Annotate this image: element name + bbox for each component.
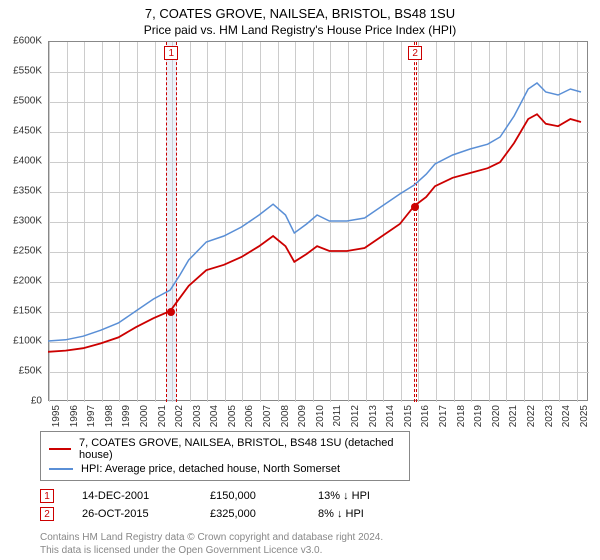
y-axis-label: £100K	[13, 336, 42, 347]
x-axis-label: 2001	[157, 405, 168, 427]
legend-series-row: HPI: Average price, detached house, Nort…	[49, 462, 401, 476]
x-axis-label: 2003	[192, 405, 203, 427]
legend-label: 7, COATES GROVE, NAILSEA, BRISTOL, BS48 …	[79, 437, 401, 461]
y-axis-label: £150K	[13, 306, 42, 317]
x-axis-label: 2017	[438, 405, 449, 427]
legend-swatch	[49, 448, 71, 450]
x-axis-label: 2000	[139, 405, 150, 427]
legend-sale-price: £325,000	[210, 508, 290, 520]
x-axis-label: 1999	[121, 405, 132, 427]
x-axis-label: 2013	[368, 405, 379, 427]
chart-lines	[48, 41, 588, 401]
x-axis-label: 2020	[491, 405, 502, 427]
x-axis-label: 2008	[280, 405, 291, 427]
series-line-hpi	[48, 83, 581, 341]
x-axis-label: 2015	[403, 405, 414, 427]
y-axis-label: £50K	[19, 366, 42, 377]
x-axis-label: 2022	[526, 405, 537, 427]
legend-sale-row: 2 26-OCT-2015 £325,000 8% ↓ HPI	[40, 505, 600, 523]
x-axis-label: 1998	[104, 405, 115, 427]
x-axis-label: 2004	[209, 405, 220, 427]
legend-sale-price: £150,000	[210, 490, 290, 502]
y-axis-label: £400K	[13, 156, 42, 167]
y-axis-label: £450K	[13, 126, 42, 137]
legend-sale-delta: 8% ↓ HPI	[318, 508, 364, 520]
x-axis-label: 2010	[315, 405, 326, 427]
price-chart: 12 £0£50K£100K£150K£200K£250K£300K£350K£…	[48, 41, 588, 401]
x-axis-label: 2025	[579, 405, 590, 427]
page-subtitle: Price paid vs. HM Land Registry's House …	[0, 21, 600, 41]
x-axis-label: 2014	[385, 405, 396, 427]
legend-sale-date: 26-OCT-2015	[82, 508, 182, 520]
x-axis-label: 2009	[297, 405, 308, 427]
x-axis-label: 2019	[473, 405, 484, 427]
legend-sale-date: 14-DEC-2001	[82, 490, 182, 502]
x-axis-label: 2018	[456, 405, 467, 427]
copyright-line: Contains HM Land Registry data © Crown c…	[40, 531, 600, 544]
legend-sale-marker: 1	[40, 489, 54, 503]
x-axis-label: 2005	[227, 405, 238, 427]
y-axis-label: £600K	[13, 36, 42, 47]
y-axis-label: £250K	[13, 246, 42, 257]
x-axis-label: 2007	[262, 405, 273, 427]
legend-sale-delta: 13% ↓ HPI	[318, 490, 370, 502]
y-axis-label: £500K	[13, 96, 42, 107]
x-axis-label: 2011	[332, 405, 343, 427]
x-axis-label: 1997	[86, 405, 97, 427]
y-axis-label: £300K	[13, 216, 42, 227]
y-axis-label: £0	[31, 396, 42, 407]
legend-label: HPI: Average price, detached house, Nort…	[81, 463, 340, 475]
x-axis-label: 1995	[51, 405, 62, 427]
sales-legend: 1 14-DEC-2001 £150,000 13% ↓ HPI 2 26-OCT-201…	[40, 487, 600, 523]
page-title: 7, COATES GROVE, NAILSEA, BRISTOL, BS48 …	[0, 0, 600, 21]
series-legend: 7, COATES GROVE, NAILSEA, BRISTOL, BS48 …	[40, 431, 410, 481]
x-axis-label: 2016	[420, 405, 431, 427]
y-axis-label: £550K	[13, 66, 42, 77]
y-axis-label: £200K	[13, 276, 42, 287]
x-axis-label: 2012	[350, 405, 361, 427]
legend-sale-row: 1 14-DEC-2001 £150,000 13% ↓ HPI	[40, 487, 600, 505]
y-axis-label: £350K	[13, 186, 42, 197]
x-axis-label: 2024	[561, 405, 572, 427]
x-axis-label: 2023	[544, 405, 555, 427]
legend-swatch	[49, 468, 73, 470]
copyright-line: This data is licensed under the Open Gov…	[40, 544, 600, 557]
x-axis-label: 2006	[244, 405, 255, 427]
legend-series-row: 7, COATES GROVE, NAILSEA, BRISTOL, BS48 …	[49, 436, 401, 462]
x-axis-label: 2002	[174, 405, 185, 427]
legend-sale-marker: 2	[40, 507, 54, 521]
x-axis-label: 2021	[508, 405, 519, 427]
copyright-notice: Contains HM Land Registry data © Crown c…	[40, 531, 600, 557]
x-axis-label: 1996	[69, 405, 80, 427]
